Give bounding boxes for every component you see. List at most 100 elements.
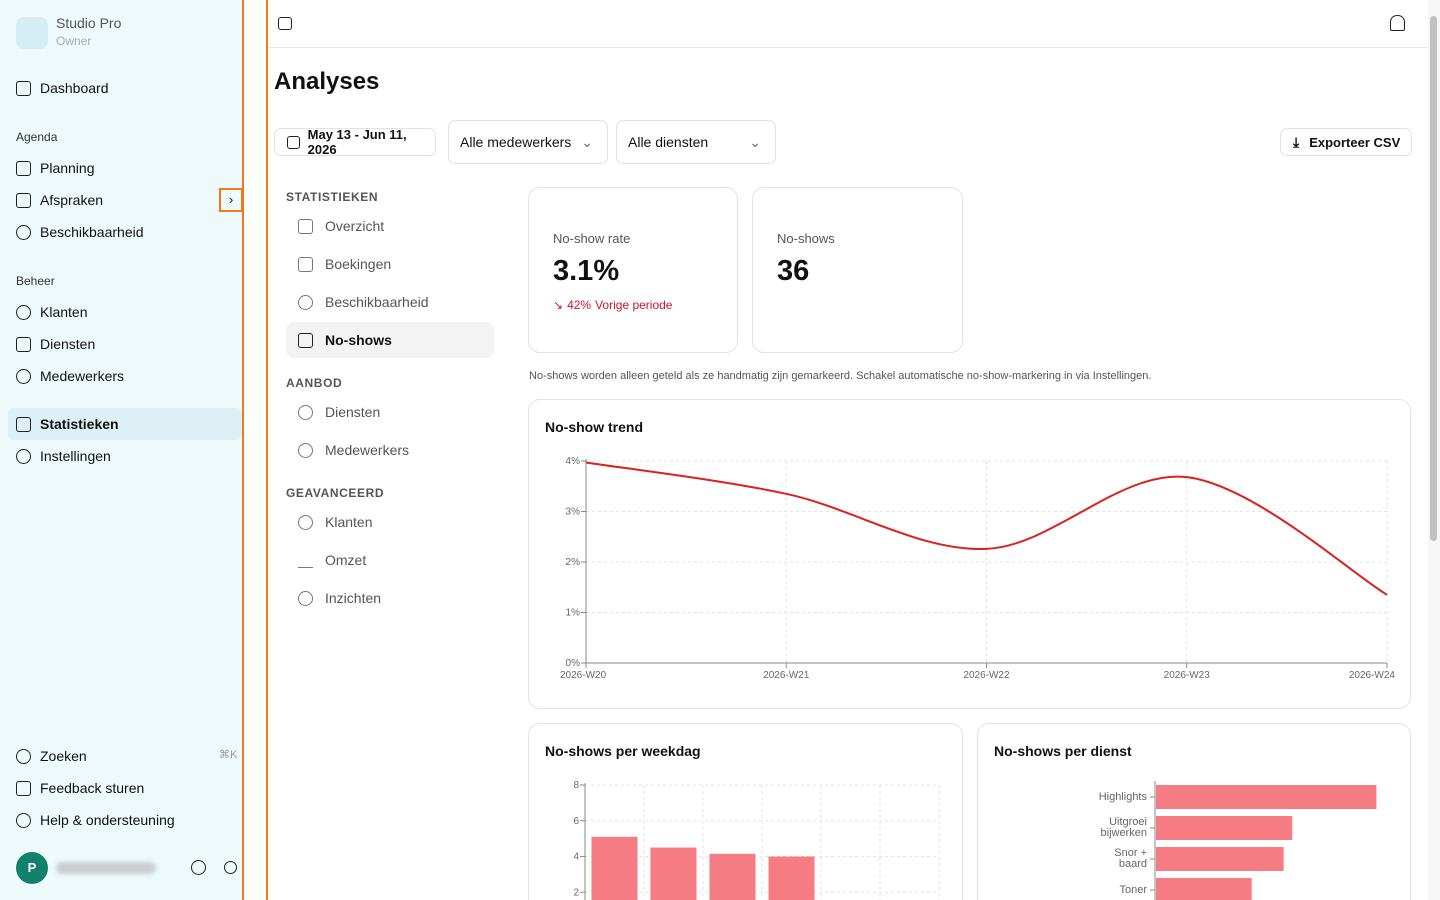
nav-item[interactable]: Feedback sturen bbox=[16, 778, 144, 798]
x-tick-label: 2026-W22 bbox=[963, 670, 1010, 681]
subnav-label: Inzichten bbox=[325, 590, 382, 606]
subnav-item[interactable]: Diensten bbox=[286, 394, 494, 430]
select-value: Alle diensten bbox=[628, 134, 709, 150]
bar bbox=[1156, 878, 1252, 900]
brand-name: Studio Pro bbox=[56, 15, 122, 31]
nav-item[interactable]: Planning bbox=[16, 158, 95, 178]
change-label: Vorige periode bbox=[595, 298, 673, 312]
chart-title: No-show trend bbox=[545, 419, 643, 435]
subnav-heading: GEAVANCEERD bbox=[286, 486, 385, 500]
date-picker[interactable]: May 13 - Jun 11, 2026 bbox=[274, 127, 436, 157]
subnav-item[interactable]: Inzichten bbox=[286, 580, 494, 616]
nav-item[interactable]: Zoeken bbox=[16, 746, 87, 766]
nav-item[interactable]: Medewerkers bbox=[16, 366, 124, 386]
trend-line bbox=[585, 461, 1388, 596]
nav-item[interactable]: Diensten bbox=[16, 334, 95, 354]
expand-button[interactable]: › bbox=[219, 188, 243, 212]
nav-item[interactable]: Afspraken bbox=[16, 190, 103, 210]
y-tick-label: 3% bbox=[566, 507, 581, 518]
page-title: Analyses bbox=[274, 68, 380, 95]
subnav-item[interactable]: Boekingen bbox=[286, 246, 494, 282]
subnav-item[interactable]: Klanten bbox=[286, 504, 494, 540]
x-tick-label: 2026-W21 bbox=[763, 670, 810, 681]
user-email-blurred bbox=[56, 862, 156, 874]
change-value: 42% bbox=[567, 298, 592, 312]
export-label: Exporteer CSV bbox=[1309, 134, 1401, 150]
sidebar-toggle[interactable] bbox=[278, 17, 292, 30]
service-select[interactable]: Alle diensten ⌄ bbox=[616, 120, 776, 164]
category-label: Uitgroei bijwerken bbox=[1100, 816, 1147, 839]
subnav-label: No-shows bbox=[325, 332, 392, 348]
y-tick-label: 2 bbox=[573, 887, 579, 898]
subnav-item-active[interactable]: No-shows bbox=[286, 322, 494, 358]
scrollbar-thumb[interactable] bbox=[1430, 16, 1437, 541]
chart-card: No-shows per weekdag 2 4 6 8 bbox=[528, 723, 963, 900]
nav-item[interactable]: Instellingen bbox=[16, 446, 111, 466]
nav-group: Beheer bbox=[16, 274, 55, 288]
kpi-change: ↘ 42% Vorige periode bbox=[553, 298, 673, 312]
chart bbox=[1150, 781, 1377, 900]
chart-card: No-show trend 0% 1% 2% 3% 4% 2026-W20 2026-W21… bbox=[528, 399, 1411, 709]
subnav-label: Medewerkers bbox=[325, 442, 410, 458]
theme-icon[interactable] bbox=[224, 861, 237, 874]
y-tick-label: 4% bbox=[566, 456, 581, 467]
bar bbox=[768, 856, 815, 900]
nav-label: Dashboard bbox=[40, 80, 109, 96]
subnav-label: Klanten bbox=[325, 514, 373, 530]
bar bbox=[650, 847, 697, 900]
chart-title: No-shows per dienst bbox=[994, 743, 1132, 759]
shortcut: ⌘K bbox=[219, 749, 238, 761]
subnav-label: Diensten bbox=[325, 404, 381, 420]
nav-item[interactable]: Help & ondersteuning bbox=[16, 810, 175, 830]
bar bbox=[1156, 785, 1377, 809]
chart: 2 4 6 8 bbox=[573, 780, 940, 900]
nav-group: Agenda bbox=[16, 130, 58, 144]
x-tick-label: 2026-W24 bbox=[1349, 670, 1396, 681]
nav-label: Planning bbox=[40, 160, 95, 176]
subnav-item[interactable]: Omzet bbox=[286, 542, 494, 578]
staff-select[interactable]: Alle medewerkers ⌄ bbox=[448, 120, 608, 164]
category-label: Toner bbox=[1119, 883, 1147, 896]
subnav-item[interactable]: Overzicht bbox=[286, 208, 494, 244]
chart-card: No-shows per dienst Highlights Uitgroei b… bbox=[977, 723, 1411, 900]
nav-item-active[interactable]: Statistieken bbox=[16, 414, 119, 434]
export-button[interactable]: ⤓ Exporteer CSV bbox=[1280, 128, 1412, 156]
kpi-label: No-show rate bbox=[553, 231, 631, 246]
date-range: May 13 - Jun 11, 2026 bbox=[307, 127, 407, 157]
kpi-value: 3.1% bbox=[553, 255, 620, 287]
nav-item[interactable]: Klanten bbox=[16, 302, 87, 322]
bar bbox=[709, 853, 756, 900]
avatar[interactable]: P bbox=[16, 852, 48, 884]
y-tick-label: 6 bbox=[573, 816, 579, 827]
nav-item[interactable]: Dashboard bbox=[16, 78, 109, 98]
y-tick-label: 1% bbox=[566, 608, 581, 619]
brand-role: Owner bbox=[56, 34, 92, 48]
x-tick-label: 2026-W20 bbox=[560, 670, 607, 681]
notifications[interactable] bbox=[1390, 15, 1405, 31]
bar bbox=[591, 836, 638, 900]
subnav-item[interactable]: Medewerkers bbox=[286, 432, 494, 468]
chart: 0% 1% 2% 3% 4% 2026-W20 2026-W21 2026-W22 2026-W… bbox=[560, 456, 1396, 681]
subnav-label: Overzicht bbox=[325, 218, 385, 234]
main: Analyses May 13 - Jun 11, 2026 Alle mede… bbox=[266, 0, 1428, 900]
language-icon[interactable] bbox=[191, 860, 206, 875]
subnav-item[interactable]: Beschikbaarheid bbox=[286, 284, 494, 320]
nav-label: Afspraken bbox=[40, 192, 104, 208]
nav-item[interactable]: Beschikbaarheid bbox=[16, 222, 144, 242]
scrollbar bbox=[1428, 0, 1440, 900]
y-tick-label: 4 bbox=[573, 852, 579, 863]
select-value: Alle medewerkers bbox=[460, 134, 572, 150]
brand-logo bbox=[16, 17, 48, 49]
subnav-label: Boekingen bbox=[325, 256, 392, 272]
subnav-heading: STATISTIEKEN bbox=[286, 190, 379, 204]
nav-label: Zoeken bbox=[40, 748, 87, 764]
nav-label: Statistieken bbox=[40, 416, 119, 432]
kpi-label: No-shows bbox=[777, 231, 835, 246]
subnav-heading: AANBOD bbox=[286, 376, 343, 390]
note: No-shows worden alleen geteld als ze han… bbox=[529, 370, 1152, 382]
kpi-card: No-show rate 3.1% ↘ 42% Vorige periode bbox=[528, 187, 738, 353]
nav-label: Medewerkers bbox=[40, 368, 125, 384]
nav-label: Feedback sturen bbox=[40, 780, 145, 796]
